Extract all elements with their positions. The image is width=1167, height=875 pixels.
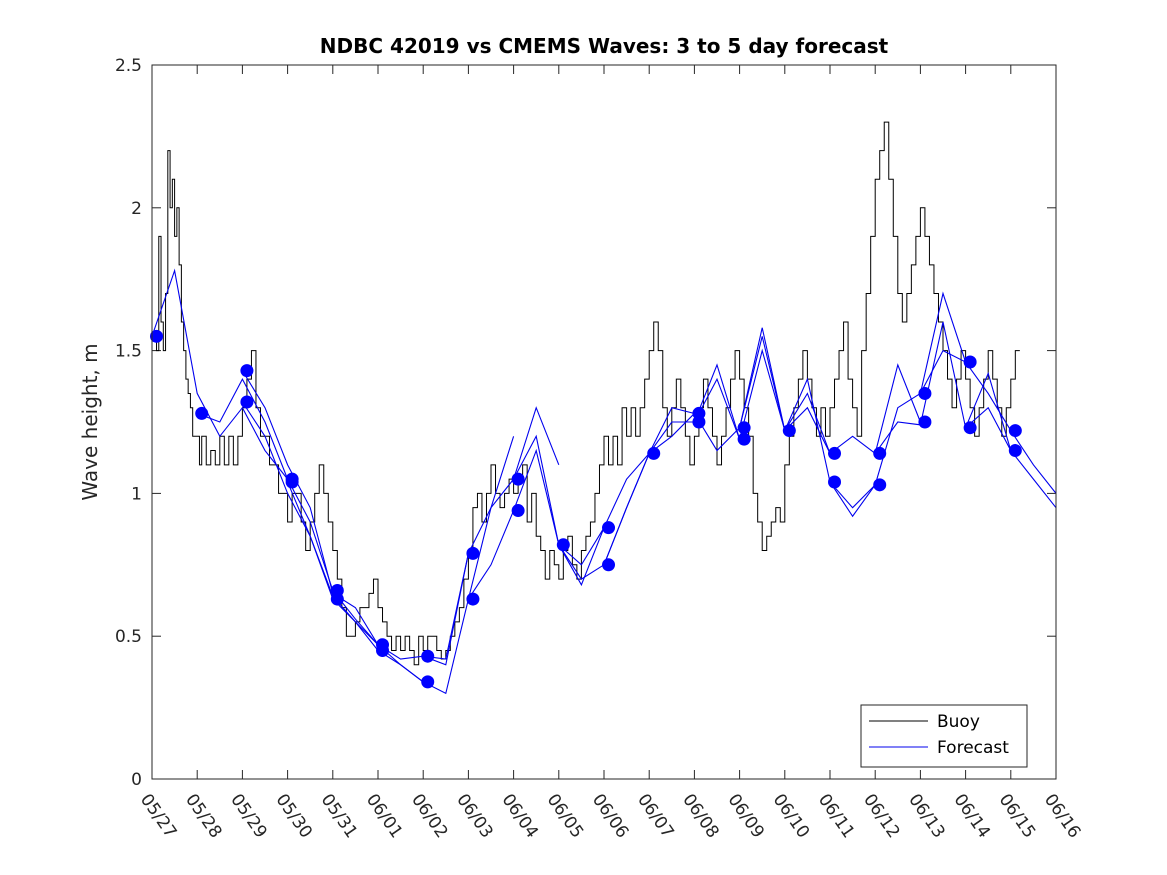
forecast-marker [511,472,525,486]
forecast-marker [285,475,299,489]
legend-box [860,704,1028,768]
forecast-marker [195,406,209,420]
forecast-marker [1008,424,1022,438]
forecast-line-16 [784,363,921,455]
forecast-marker [828,475,842,489]
forecast-line-8 [423,406,560,666]
y-axis-label: Wave height, m [78,343,102,500]
forecast-line-2 [197,377,334,591]
forecast-marker [602,558,616,572]
forecast-marker [737,432,751,446]
forecast-line-14 [693,348,831,454]
forecast-marker [511,504,525,518]
forecast-markers [150,329,1022,689]
buoy-series [152,121,1020,666]
forecast-marker [466,592,480,606]
forecast-marker [963,355,977,369]
forecast-line-3 [241,370,379,646]
legend: Buoy Forecast [860,704,1028,768]
legend-buoy-label: Buoy [937,712,980,732]
forecast-marker [240,364,254,378]
y-tick-label: 1.5 [115,342,142,362]
forecast-marker [1008,444,1022,458]
forecast-line-15 [739,327,876,509]
forecast-marker [602,521,616,535]
forecast-marker [918,386,932,400]
forecast-line-18 [874,321,1012,454]
forecast-series [151,268,1057,695]
forecast-marker [828,446,842,460]
y-tick-label: 2 [131,199,142,219]
y-tick-label: 0.5 [115,627,142,647]
forecast-line-9 [467,448,605,600]
forecast-line-11 [558,413,695,587]
forecast-marker [737,421,751,435]
forecast-marker [692,415,706,429]
forecast-line-1 [151,268,289,480]
forecast-marker [556,538,570,552]
legend-forecast-label: Forecast [937,738,1009,758]
forecast-marker [150,329,164,343]
forecast-marker [782,424,796,438]
y-tick-label: 1 [131,484,142,504]
forecast-marker [873,446,887,460]
forecast-marker [963,421,977,435]
chart-title: NDBC 42019 vs CMEMS Waves: 3 to 5 day fo… [320,34,889,58]
axes-box [151,64,1057,780]
forecast-marker [647,446,661,460]
y-tick-label: 0 [131,770,142,790]
forecast-marker [330,592,344,606]
forecast-marker [873,478,887,492]
forecast-line-17 [829,291,967,518]
buoy-line [152,121,1020,666]
y-tick-label: 2.5 [115,56,142,76]
forecast-marker [376,643,390,657]
forecast-marker [240,395,254,409]
forecast-marker [421,675,435,689]
forecast-marker [466,546,480,560]
forecast-line-13 [648,336,786,454]
plot-area [152,65,1056,779]
forecast-line-6 [332,553,469,660]
forecast-marker [421,649,435,663]
forecast-line-12 [603,363,741,566]
forecast-line-19 [919,349,1057,494]
forecast-marker [918,415,932,429]
